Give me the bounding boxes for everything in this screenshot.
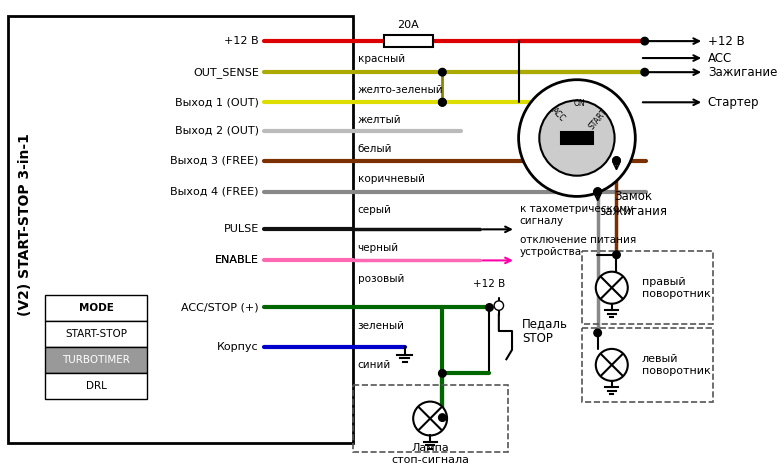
- Bar: [45, 295, 147, 321]
- Circle shape: [641, 38, 648, 45]
- Text: Лампа
стоп-сигнала: Лампа стоп-сигнала: [391, 443, 469, 465]
- Text: Выход 3 (FREE): Выход 3 (FREE): [171, 156, 259, 166]
- Text: зеленый: зеленый: [358, 321, 405, 331]
- Circle shape: [438, 414, 446, 421]
- Text: коричневый: коричневый: [358, 174, 424, 184]
- Circle shape: [494, 301, 504, 310]
- Bar: [45, 321, 147, 347]
- Bar: [561, 133, 593, 144]
- Text: Выход 4 (FREE): Выход 4 (FREE): [170, 187, 259, 197]
- Text: ACC: ACC: [707, 52, 732, 65]
- Text: желтый: желтый: [358, 115, 401, 125]
- Text: синий: синий: [358, 360, 391, 370]
- Text: START: START: [587, 107, 608, 131]
- Bar: [45, 373, 147, 399]
- Text: ENABLE: ENABLE: [215, 256, 259, 266]
- Circle shape: [486, 304, 493, 311]
- Text: красный: красный: [358, 54, 405, 64]
- Circle shape: [438, 370, 446, 377]
- Text: ENABLE: ENABLE: [215, 256, 259, 266]
- Text: правый
поворотник: правый поворотник: [642, 277, 711, 298]
- Text: Педаль
STOP: Педаль STOP: [523, 317, 569, 345]
- Text: Выход 2 (OUT): Выход 2 (OUT): [175, 125, 259, 135]
- Circle shape: [438, 68, 446, 76]
- Text: Корпус: Корпус: [217, 342, 259, 352]
- Text: START-STOP: START-STOP: [65, 329, 127, 339]
- Text: розовый: розовый: [358, 274, 404, 284]
- Circle shape: [438, 98, 446, 106]
- Circle shape: [641, 68, 648, 76]
- Circle shape: [594, 188, 601, 196]
- Text: ACC: ACC: [549, 106, 567, 123]
- Bar: [384, 36, 433, 47]
- Bar: [8, 16, 353, 443]
- Text: серый: серый: [358, 205, 392, 215]
- Text: DRL: DRL: [86, 381, 106, 391]
- Circle shape: [613, 251, 620, 258]
- Text: белый: белый: [358, 144, 392, 154]
- Bar: [582, 328, 714, 401]
- Circle shape: [519, 80, 635, 196]
- Text: левый
поворотник: левый поворотник: [642, 354, 711, 376]
- Bar: [582, 251, 714, 324]
- Text: +12 В: +12 В: [707, 35, 745, 48]
- Text: TURBOTIMER: TURBOTIMER: [62, 355, 130, 365]
- Bar: [353, 385, 509, 452]
- Circle shape: [613, 157, 620, 164]
- Circle shape: [596, 349, 628, 381]
- Text: к тахометрическому
сигналу: к тахометрическому сигналу: [519, 204, 633, 226]
- Text: черный: черный: [358, 243, 399, 253]
- Circle shape: [438, 98, 446, 106]
- Bar: [45, 347, 147, 373]
- Text: Стартер: Стартер: [707, 96, 759, 109]
- Text: PULSE: PULSE: [224, 224, 259, 234]
- Text: +12 В: +12 В: [224, 36, 259, 46]
- Text: Замок
зажигания: Замок зажигания: [599, 190, 668, 218]
- Text: +12 В: +12 В: [473, 279, 505, 289]
- Circle shape: [596, 272, 628, 304]
- Text: 20A: 20A: [398, 20, 420, 30]
- Text: ON: ON: [574, 99, 586, 108]
- Text: MODE: MODE: [79, 303, 113, 313]
- Circle shape: [413, 401, 447, 436]
- Text: Выход 1 (OUT): Выход 1 (OUT): [175, 97, 259, 107]
- Text: отключение питания
устройства: отключение питания устройства: [519, 235, 636, 256]
- Text: Зажигание: Зажигание: [707, 66, 777, 79]
- Circle shape: [613, 157, 620, 164]
- Text: OUT_SENSE: OUT_SENSE: [193, 66, 259, 77]
- Circle shape: [539, 100, 615, 176]
- Text: (V2) START-STOP 3-in-1: (V2) START-STOP 3-in-1: [19, 133, 33, 316]
- Text: ACC/STOP (+): ACC/STOP (+): [181, 303, 259, 313]
- Text: желто-зеленый: желто-зеленый: [358, 86, 443, 95]
- Circle shape: [594, 188, 601, 196]
- Circle shape: [594, 329, 601, 337]
